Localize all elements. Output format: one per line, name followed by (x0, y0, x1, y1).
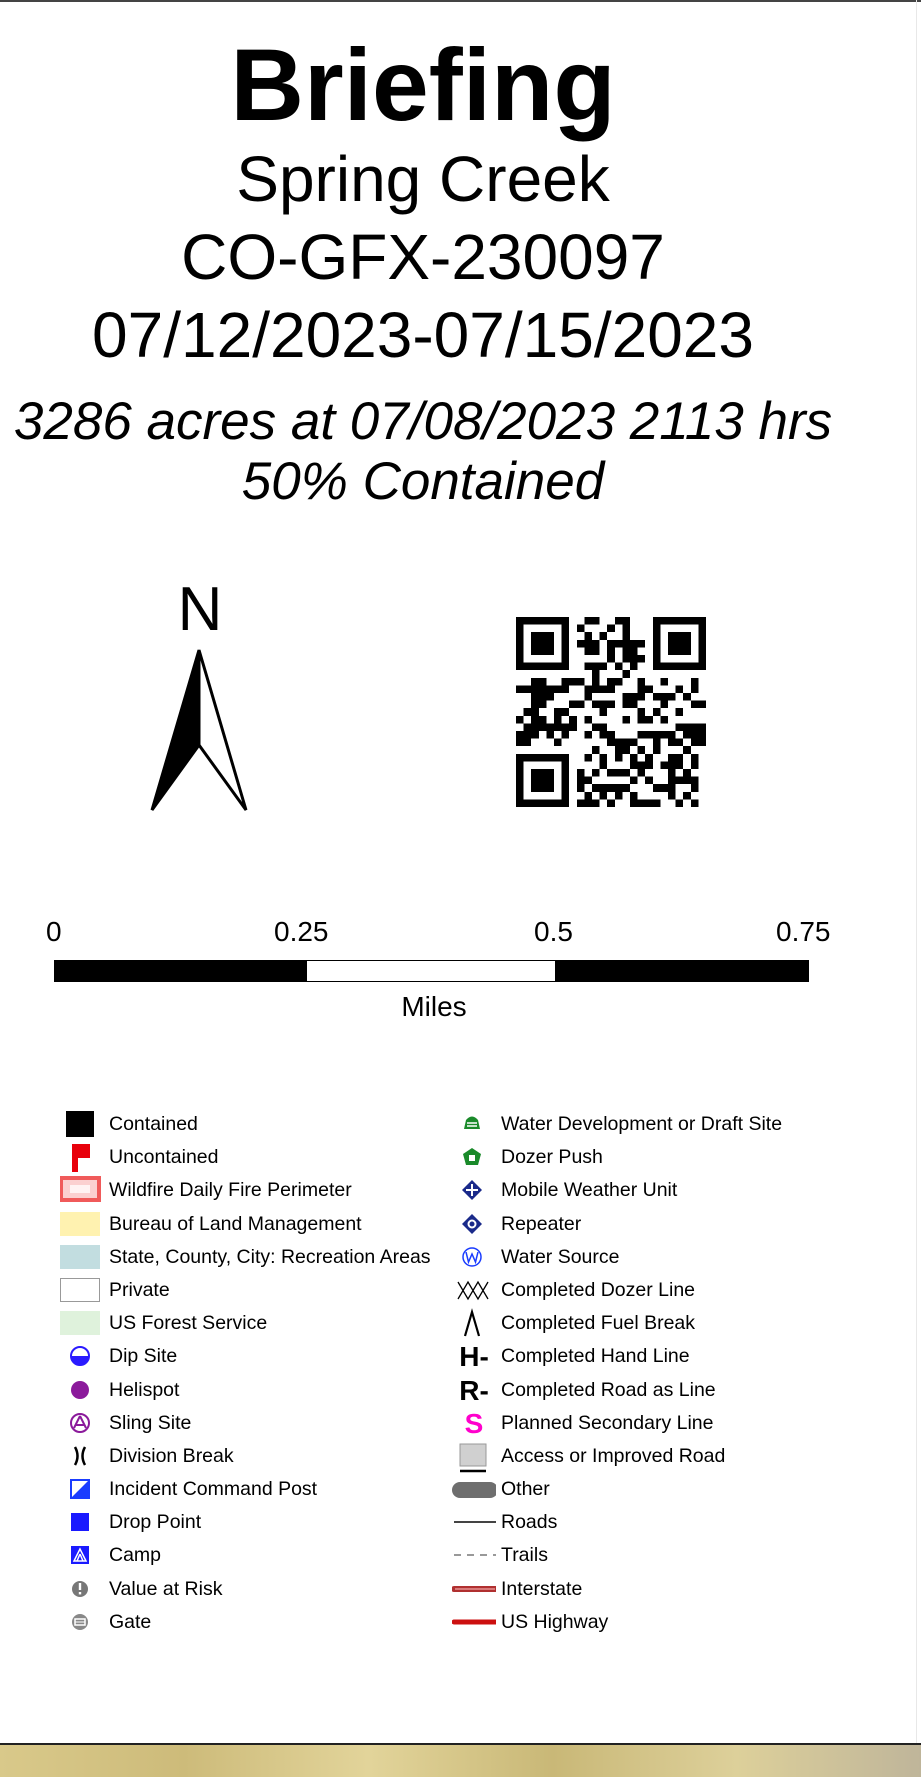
scale-segment-2 (306, 960, 556, 982)
map-preview-strip (0, 1745, 921, 1777)
value-at-risk-icon (72, 1580, 88, 1597)
legend-label: State, County, City: Recreation Areas (109, 1245, 431, 1268)
scale-bar: 0 0.25 0.5 0.75 Miles (46, 916, 831, 1026)
other-line-icon (452, 1482, 496, 1499)
legend-label: Water Development or Draft Site (501, 1113, 783, 1135)
legend-label: Helispot (109, 1378, 180, 1401)
top-border (0, 0, 921, 2)
repeater-icon (462, 1213, 482, 1234)
fire-perimeter-icon (60, 1176, 101, 1203)
sling-site-icon (70, 1412, 90, 1433)
date-range: 07/12/2023-07/15/2023 (92, 299, 754, 371)
scale-tick-3: 0.75 (776, 916, 831, 947)
usfs-fill-icon (60, 1311, 100, 1336)
access-road-icon (459, 1443, 487, 1473)
fuel-break-icon (463, 1308, 481, 1337)
secondary-line-icon: S (464, 1407, 484, 1439)
scale-segment-1 (54, 960, 307, 982)
north-arrow-icon (150, 649, 248, 811)
legend-label: Dozer Push (501, 1146, 603, 1169)
blm-fill-icon (60, 1211, 100, 1236)
dip-site-icon (70, 1346, 90, 1367)
legend-label: Completed Dozer Line (501, 1278, 696, 1301)
legend-label: Uncontained (109, 1146, 219, 1169)
right-border (916, 0, 917, 1745)
legend-label: Incident Command Post (109, 1478, 318, 1501)
scale-units: Miles (401, 991, 467, 1022)
uncontained-flag-icon (72, 1144, 90, 1173)
road-as-line-icon: R- (459, 1374, 489, 1406)
legend-label: Dip Site (109, 1345, 178, 1368)
dozer-line-icon (457, 1280, 489, 1301)
legend-label: Value at Risk (109, 1577, 223, 1600)
legend-label: Private (109, 1278, 170, 1301)
helispot-icon (71, 1380, 89, 1399)
containment-line: 50% Contained (241, 452, 605, 511)
map-frame-line (0, 1743, 921, 1745)
legend-label: Access or Improved Road (501, 1444, 726, 1467)
legend-label: US Forest Service (109, 1312, 268, 1335)
water-source-icon (462, 1247, 482, 1267)
us-highway-line-icon (452, 1619, 496, 1625)
title-block: Briefing Spring Creek CO-GFX-230097 07/1… (0, 30, 846, 512)
legend-label: Wildfire Daily Fire Perimeter (109, 1179, 352, 1202)
legend-label: Roads (501, 1511, 558, 1534)
scale-tick-0: 0 (46, 916, 62, 947)
north-arrow: N (140, 575, 260, 820)
water-development-icon (464, 1116, 480, 1129)
map-title: Briefing (230, 28, 616, 142)
legend-label: Contained (109, 1113, 198, 1135)
legend-label: Mobile Weather Unit (501, 1179, 678, 1202)
legend-label: Other (501, 1478, 550, 1501)
dozer-push-icon (463, 1148, 481, 1166)
mobile-weather-icon (462, 1180, 482, 1201)
private-fill-icon (60, 1277, 100, 1302)
acres-line: 3286 acres at 07/08/2023 2113 hrs (13, 392, 833, 451)
incident-name: Spring Creek (236, 143, 610, 215)
contained-square-icon (66, 1111, 94, 1137)
legend-label: Completed Fuel Break (501, 1312, 696, 1335)
legend-label: US Highway (501, 1610, 609, 1633)
legend-label: Completed Road as Line (501, 1378, 716, 1401)
legend-label: Sling Site (109, 1411, 192, 1434)
legend-label: Division Break (109, 1444, 234, 1467)
qr-code-icon[interactable] (516, 617, 706, 807)
legend-label: Repeater (501, 1212, 582, 1235)
scale-tick-2: 0.5 (534, 916, 573, 947)
hand-line-icon: H- (459, 1341, 489, 1373)
scale-segment-3 (555, 960, 809, 982)
gate-icon (72, 1613, 88, 1630)
icp-icon (70, 1479, 90, 1500)
incident-number: CO-GFX-230097 (181, 221, 665, 293)
roads-line-icon (454, 1521, 496, 1524)
interstate-line-icon (452, 1585, 496, 1592)
legend-label: Completed Hand Line (501, 1345, 690, 1368)
legend-label: Planned Secondary Line (501, 1411, 714, 1434)
legend-label: Interstate (501, 1577, 583, 1600)
drop-point-icon (71, 1513, 89, 1532)
scale-tick-1: 0.25 (274, 916, 329, 947)
trails-line-icon (454, 1554, 496, 1557)
legend-label: Bureau of Land Management (109, 1212, 362, 1235)
division-break-icon (73, 1446, 87, 1466)
north-label: N (177, 575, 223, 644)
legend-label: Camp (109, 1544, 162, 1567)
legend-label: Drop Point (109, 1511, 202, 1534)
legend-label: Water Source (501, 1245, 620, 1268)
camp-icon (71, 1546, 89, 1565)
legend-label: Trails (501, 1544, 548, 1567)
recreation-fill-icon (60, 1244, 100, 1269)
legend-label: Gate (109, 1610, 152, 1633)
